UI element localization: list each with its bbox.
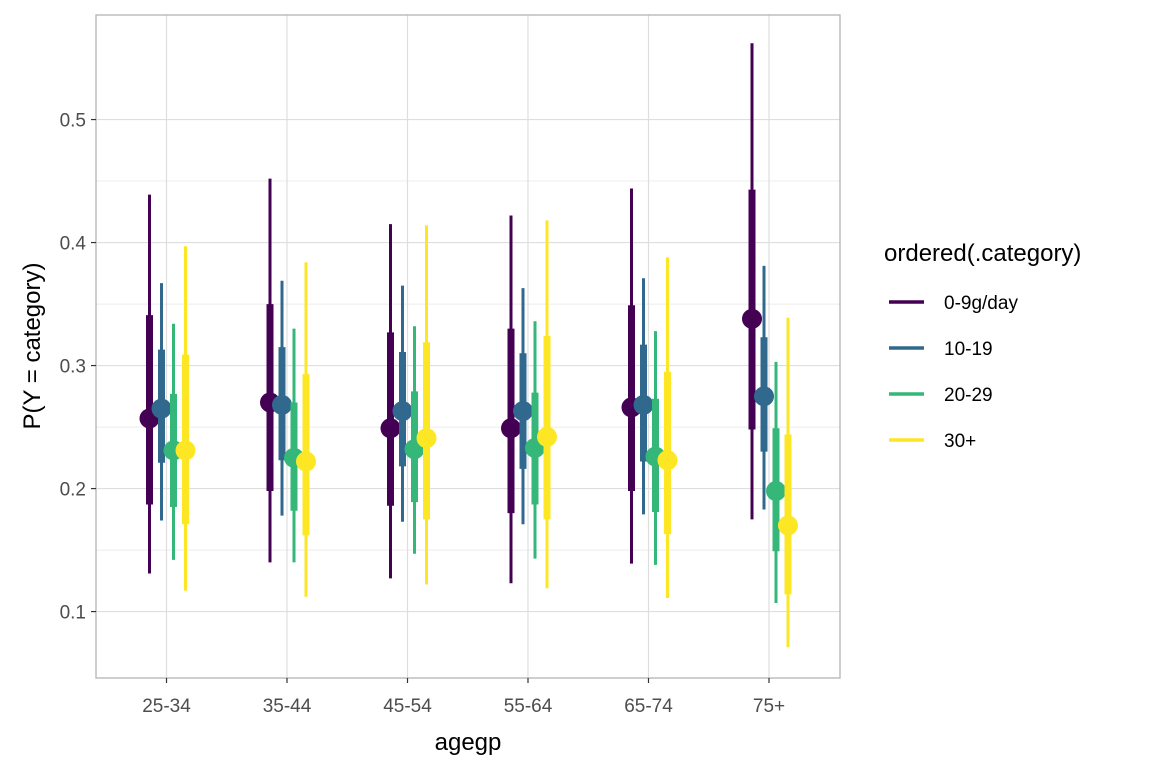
point-estimate [272,394,292,415]
legend-label: 0-9g/day [944,293,1018,314]
series-0 [139,43,762,584]
marks [139,43,798,648]
y-tick-label: 0.4 [60,234,87,255]
legend-label: 30+ [944,431,976,452]
point-estimate [633,394,654,415]
y-tick-label: 0.3 [60,357,86,378]
x-tick-label: 35-44 [263,696,312,717]
point-estimate [778,515,798,536]
point-estimate [392,401,413,422]
x-tick-label: 25-34 [142,696,191,717]
legend-title: ordered(.category) [884,240,1081,267]
point-estimate [296,451,316,472]
y-tick-label: 0.5 [60,111,86,132]
legend-label: 20-29 [944,385,993,406]
series-2 [163,321,786,603]
legend: ordered(.category) 0-9g/day 10-19 20-29 30+ [884,240,1081,452]
x-tick-label: 55-64 [504,696,553,717]
point-estimate [175,440,196,461]
point-estimate [501,418,521,439]
y-tick-label: 0.1 [60,603,86,624]
panel-border [95,14,841,679]
point-estimate [754,386,774,407]
y-tick-label: 0.2 [60,480,86,501]
grid [96,15,840,678]
point-estimate [380,418,401,439]
y-axis-title: P(Y = category) [19,263,46,430]
point-estimate [537,426,557,447]
point-estimate [513,401,533,422]
series-1 [151,265,774,525]
point-estimate [416,428,437,449]
point-estimate [151,398,172,419]
legend-label: 10-19 [944,339,993,360]
x-tick-label: 75+ [753,696,785,717]
point-estimate [657,450,678,471]
x-axis-title: agegp [435,729,502,756]
axes: 0.1 0.2 0.3 0.4 0.5 25-34 35-44 45-54 55-64 65-74… [60,111,786,717]
point-estimate [766,481,786,502]
series-3 [175,220,798,648]
x-tick-label: 65-74 [624,696,673,717]
x-tick-label: 45-54 [383,696,432,717]
point-estimate [742,308,762,329]
